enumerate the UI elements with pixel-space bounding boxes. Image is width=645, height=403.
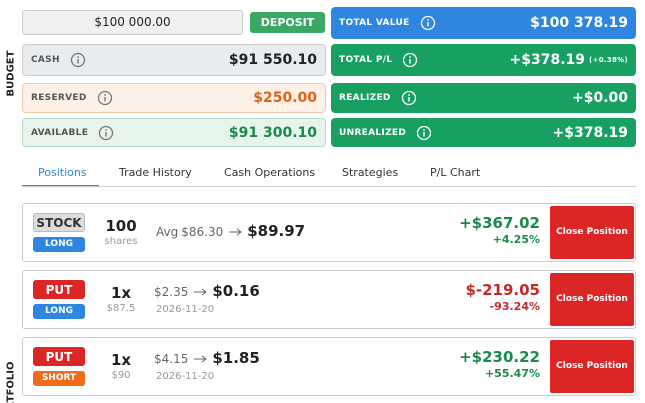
price-line: Avg $86.30 $89.97 [156, 222, 305, 240]
info-icon[interactable] [401, 90, 417, 106]
info-icon[interactable] [416, 125, 432, 141]
pnl-percent: +4.25% [492, 233, 540, 246]
type-badge: PUT [33, 280, 85, 299]
row-note: (+0.38%) [589, 56, 628, 64]
entry-price: $86.30 [181, 225, 224, 239]
amount-input[interactable]: $100 000.00 [22, 10, 243, 35]
info-icon[interactable] [420, 15, 436, 31]
budget-row: RESERVED $250.00 [22, 83, 326, 113]
expiry-date: 2026-11-20 [156, 371, 215, 382]
entry-price: $4.15 [154, 352, 189, 366]
quantity-sub: shares [104, 236, 138, 247]
current-price: $0.16 [212, 282, 260, 300]
budget-row: AVAILABLE $91 300.10 [22, 118, 326, 147]
row-value: +$378.19 [552, 124, 629, 141]
side-badge: LONG [33, 237, 85, 252]
row-value: $91 300.10 [228, 124, 317, 141]
summary-row: TOTAL VALUE $100 378.19 [331, 7, 636, 39]
portfolio-label-box: RTFOLIO [0, 350, 22, 403]
type-badge: PUT [33, 347, 85, 366]
quantity-sub: $90 [111, 370, 131, 381]
pnl: $-219.05 [465, 281, 540, 299]
row-label: UNREALIZED [339, 127, 407, 138]
quantity: 100 [105, 217, 137, 235]
close-button[interactable]: Close Position [550, 340, 634, 393]
tab[interactable]: Positions [38, 166, 87, 179]
side-badge: SHORT [33, 371, 85, 386]
entry-price: $2.35 [154, 285, 189, 299]
info-icon[interactable] [402, 52, 418, 68]
quantity: 1x [110, 284, 132, 302]
pnl: +$367.02 [459, 214, 540, 232]
tab[interactable]: Strategies [342, 166, 399, 179]
expiry-date: 2026-11-20 [156, 304, 215, 315]
row-value: +$0.00 [571, 90, 628, 106]
close-button[interactable]: Close Position [550, 206, 634, 259]
budget-row: CASH $91 550.10 [22, 44, 326, 76]
current-price: $89.97 [247, 222, 306, 240]
price-line: $4.15 $1.85 [154, 349, 260, 367]
price-prefix: Avg [156, 225, 179, 239]
row-value: +$378.19 [509, 52, 586, 68]
row-value: $250.00 [253, 90, 317, 106]
quantity: 1x [110, 351, 132, 369]
position-card: STOCK LONG 100 shares Avg $86.30 $89.97 +$367.0… [22, 203, 636, 262]
pnl: +$230.22 [459, 348, 540, 366]
arrow [194, 355, 208, 363]
pnl-percent: -93.24% [489, 300, 540, 313]
side-badge: LONG [33, 304, 85, 319]
tab[interactable]: P/L Chart [430, 166, 481, 179]
info-icon[interactable] [98, 125, 114, 141]
row-label: CASH [31, 55, 60, 65]
type-badge: STOCK [33, 213, 85, 232]
row-value: $91 550.10 [228, 52, 317, 68]
tab[interactable]: Cash Operations [224, 166, 316, 179]
tab[interactable]: Trade History [119, 166, 192, 179]
row-label: REALIZED [339, 93, 391, 103]
row-label: AVAILABLE [31, 127, 89, 138]
current-price: $1.85 [212, 349, 260, 367]
summary-row: REALIZED +$0.00 [331, 83, 636, 113]
price-line: $2.35 $0.16 [154, 282, 260, 300]
row-label: TOTAL P/L [339, 55, 393, 65]
section-label: BUDGET [5, 50, 17, 97]
summary-row: UNREALIZED +$378.19 [331, 118, 636, 147]
summary-row: TOTAL P/L +$378.19 (+0.38%) [331, 44, 636, 76]
close-button[interactable]: Close Position [550, 273, 634, 326]
tab-rule [22, 186, 636, 187]
budget-label-box: BUDGET [0, 50, 22, 100]
info-icon[interactable] [97, 90, 113, 106]
quantity-sub: $87.5 [106, 303, 136, 314]
arrow [194, 288, 208, 296]
arrow [229, 228, 243, 236]
position-card: PUT SHORT 1x $90 $4.15 $1.85 2026-11-20 +$230.2… [22, 337, 636, 396]
position-card: PUT LONG 1x $87.5 $2.35 $0.16 2026-11-20 $-219.… [22, 270, 636, 329]
info-icon[interactable] [70, 52, 86, 68]
row-label: RESERVED [31, 93, 87, 103]
section-label: RTFOLIO [5, 361, 17, 403]
deposit-button[interactable]: DEPOSIT [250, 12, 325, 33]
pnl-percent: +55.47% [484, 367, 540, 380]
row-label: TOTAL VALUE [339, 18, 410, 28]
row-value: $100 378.19 [530, 15, 628, 31]
